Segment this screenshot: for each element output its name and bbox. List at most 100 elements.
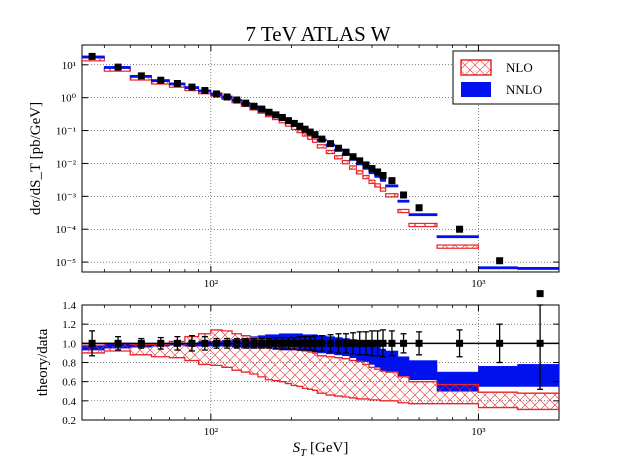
legend: NLO NNLO xyxy=(452,50,560,105)
main-data-point xyxy=(388,177,396,185)
ratio-axes: 10² 10³ 0.2 0.4 0.6 0.8 1.0 1.2 1.4 xyxy=(62,300,559,438)
ratio-y-tick-label: 1.2 xyxy=(62,319,76,331)
main-x-tick-label: 10³ xyxy=(471,278,486,290)
main-nlo-bin xyxy=(408,222,438,228)
ratio-nlo-bin xyxy=(241,335,250,373)
ratio-data-point xyxy=(496,323,504,364)
ratio-nlo-bin xyxy=(257,339,266,377)
ratio-nlo-bin xyxy=(356,361,363,399)
ratio-x-tick-label: 10² xyxy=(204,426,219,438)
main-y-tick-label: 10⁻¹ xyxy=(56,126,76,138)
main-data-point xyxy=(301,125,309,133)
main-data-point xyxy=(188,83,196,91)
main-nlo-bin xyxy=(362,174,370,180)
ratio-data-point xyxy=(356,331,364,356)
ratio-data-point xyxy=(233,337,241,349)
main-data-point xyxy=(318,135,326,143)
ratio-nlo-bin xyxy=(374,369,381,400)
ratio-data-point xyxy=(379,329,387,358)
ratio-data-point xyxy=(342,333,350,354)
main-data-point xyxy=(290,119,298,127)
ratio-data-point xyxy=(284,336,292,350)
ratio-data-point xyxy=(318,335,326,352)
ratio-data-point xyxy=(301,335,309,351)
ratio-nlo-bin xyxy=(312,352,318,391)
main-nnlo-bin xyxy=(478,266,518,270)
main-data-point xyxy=(157,76,165,84)
main-nnlo-bin xyxy=(397,199,410,203)
main-data-point xyxy=(213,90,221,98)
ratio-data-point xyxy=(362,331,370,356)
ratio-nlo-bin xyxy=(249,337,258,374)
ratio-y-tick-label: 0.8 xyxy=(62,358,76,370)
ratio-nlo-bin xyxy=(478,392,518,408)
ratio-data-point xyxy=(374,330,382,357)
ratio-nlo-bin xyxy=(285,346,292,384)
main-nlo-bin xyxy=(436,244,480,249)
ratio-data-point xyxy=(335,333,343,354)
ratio-nlo-upper-edge xyxy=(82,329,559,394)
ratio-nnlo-bin xyxy=(478,366,518,387)
main-data-point xyxy=(233,96,241,104)
main-data-point xyxy=(242,99,250,107)
ratio-data-point xyxy=(368,330,376,357)
ratio-data-point xyxy=(415,331,423,356)
ratio-nlo-bin xyxy=(326,356,335,396)
main-data-point xyxy=(173,79,181,87)
ratio-nlo-bin xyxy=(104,343,131,351)
main-y-tick-label: 10⁻² xyxy=(56,158,77,170)
ratio-data-point xyxy=(290,336,298,350)
main-nlo-bin xyxy=(397,208,410,214)
ratio-data-point xyxy=(296,335,304,351)
ratio-nlo-bin xyxy=(380,371,386,401)
main-data-point xyxy=(265,108,273,116)
ratio-data-point xyxy=(349,332,357,355)
main-data-point xyxy=(311,131,319,139)
ratio-nlo-bin xyxy=(130,344,152,355)
main-nnlo-bin xyxy=(379,178,387,182)
ratio-nlo-bin xyxy=(349,360,357,398)
ratio-y-tick-label: 0.6 xyxy=(62,377,76,389)
main-data-point xyxy=(114,63,122,71)
ratio-nlo-bin xyxy=(221,330,233,368)
main-data-point xyxy=(415,204,423,212)
main-y-tick-label: 10¹ xyxy=(62,60,76,72)
ratio-nnlo-bin xyxy=(408,360,438,381)
ratio-data-point xyxy=(327,334,335,353)
main-data-point xyxy=(496,257,504,265)
ratio-nlo-bin xyxy=(362,364,370,399)
ratio-data-point xyxy=(223,337,231,349)
ratio-data-point xyxy=(278,336,286,350)
main-nlo-bin xyxy=(355,170,364,175)
ratio-nlo-bin xyxy=(517,393,559,410)
ratio-data-point xyxy=(456,329,464,358)
ratio-data-point xyxy=(213,337,221,349)
main-y-axis-label: dσ/dS_T [pb/GeV] xyxy=(28,102,44,215)
legend-nnlo-swatch xyxy=(461,82,491,97)
main-axes: 10² 10³ 10¹ 10⁰ 10⁻¹ 10⁻² 10⁻³ 10⁻⁴ 10⁻⁵ xyxy=(55,45,560,420)
ratio-nnlo-bin xyxy=(517,364,559,387)
legend-nlo-swatch xyxy=(460,59,492,76)
main-data-point xyxy=(306,128,314,136)
main-data-point xyxy=(250,102,258,110)
main-nlo-bin xyxy=(325,149,336,155)
main-nnlo-bin xyxy=(408,213,438,217)
main-nlo-bin xyxy=(316,144,327,149)
ratio-data-point xyxy=(157,336,165,350)
ratio-data-point xyxy=(272,336,280,350)
ratio-data-point xyxy=(250,337,258,349)
ratio-data-point xyxy=(114,335,122,351)
main-data-point xyxy=(335,144,343,152)
ratio-nlo-bin xyxy=(397,376,409,403)
ratio-data-point xyxy=(88,330,96,357)
ratio-nlo-bin xyxy=(232,333,242,371)
legend-nnlo-label: NNLO xyxy=(506,82,542,97)
main-data-point xyxy=(137,72,145,80)
ratio-data-point xyxy=(311,335,319,352)
main-nlo-bin xyxy=(341,160,351,165)
ratio-nlo-bin xyxy=(408,381,437,404)
ratio-nlo-bin xyxy=(265,341,273,380)
main-data-point xyxy=(327,140,335,148)
main-data-point xyxy=(456,225,464,233)
ratio-data-point xyxy=(173,335,181,351)
